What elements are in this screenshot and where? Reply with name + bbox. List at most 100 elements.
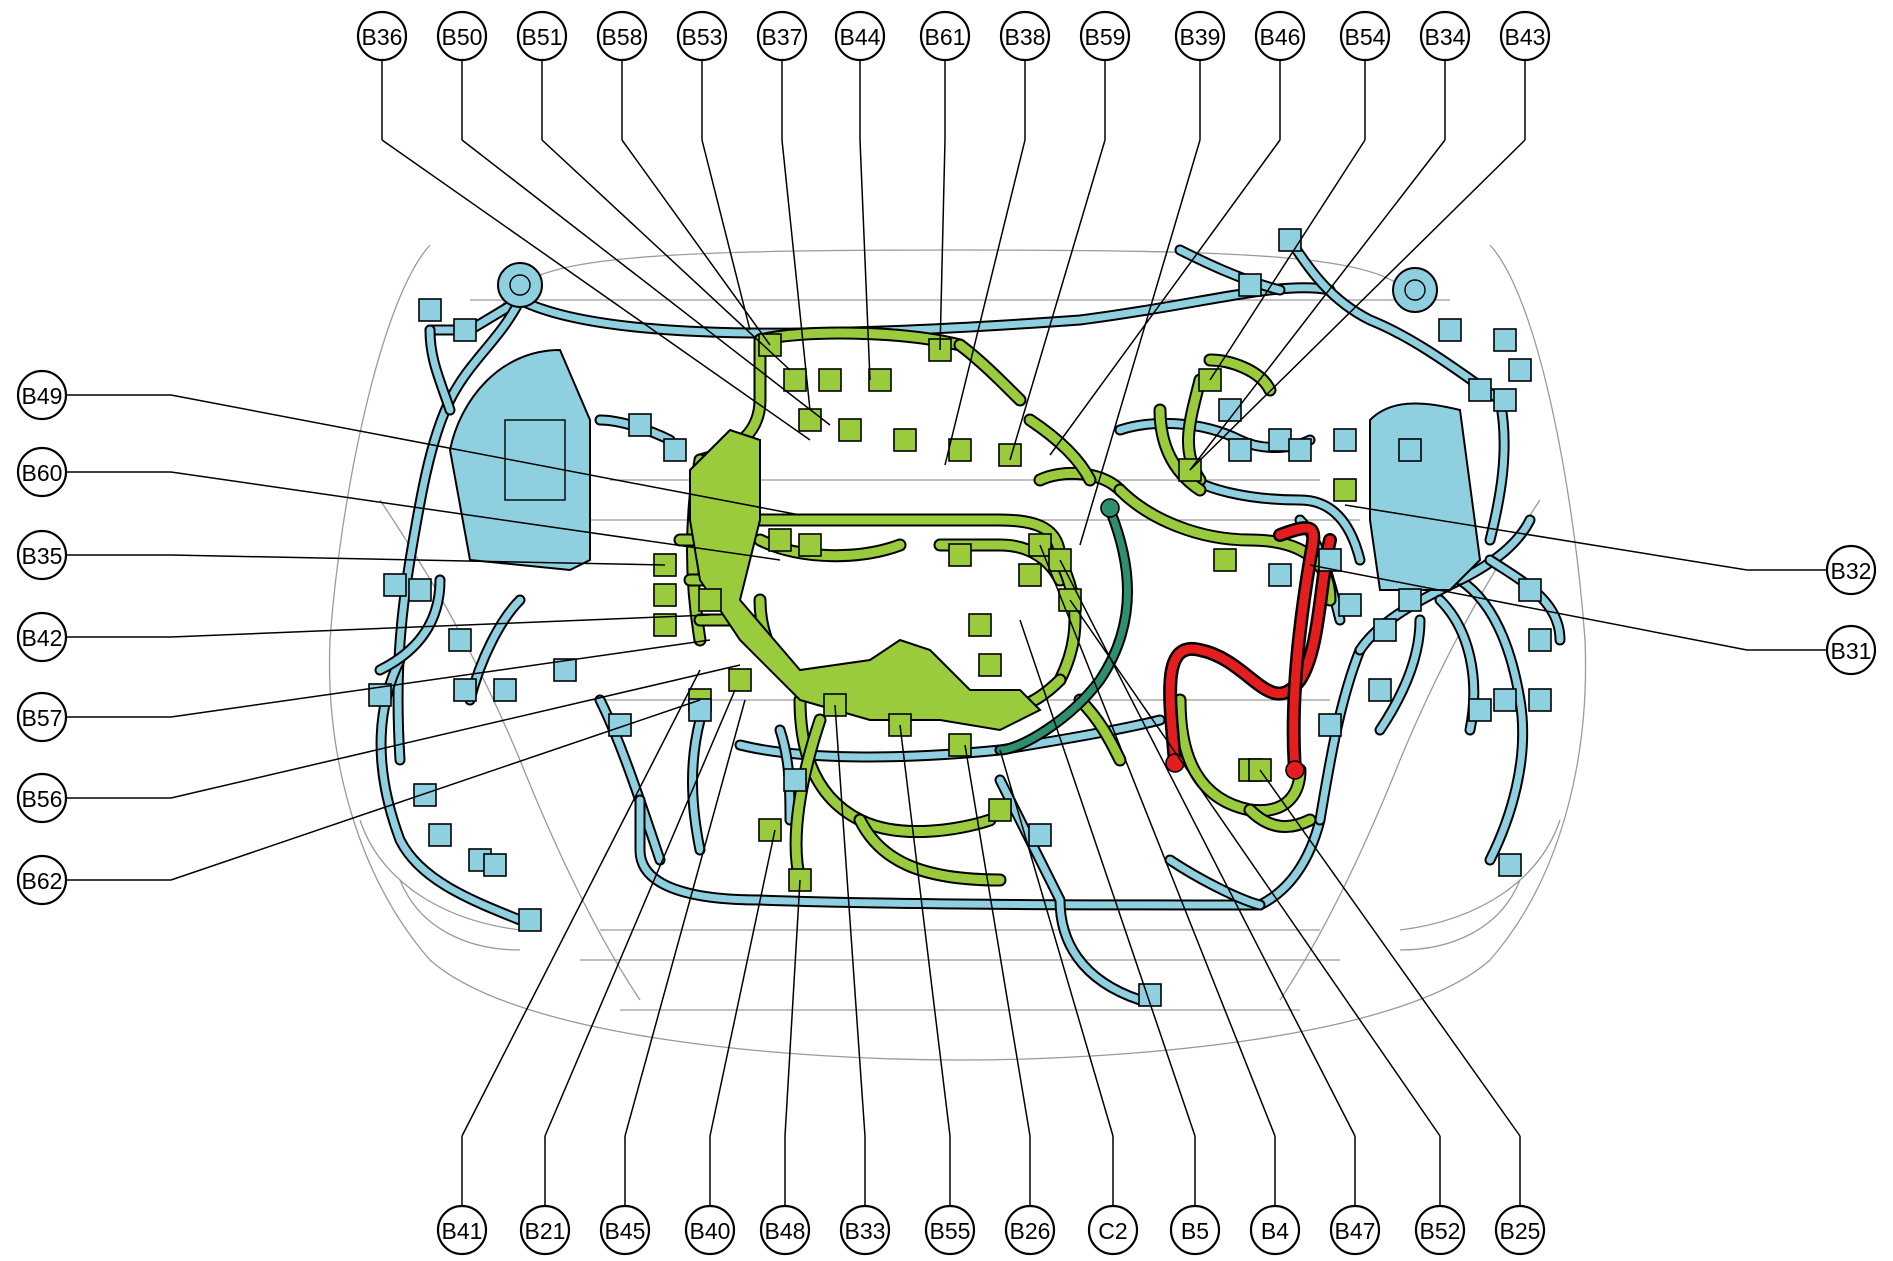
callout: B40 [684, 1204, 736, 1256]
callout-label: B25 [1500, 1218, 1541, 1244]
body-connector [1398, 438, 1422, 462]
engine-connector [948, 543, 972, 567]
body-connector [1318, 548, 1342, 572]
callout-circle [1414, 1204, 1466, 1256]
engine-connector [1333, 478, 1357, 502]
leader-line [170, 699, 701, 881]
callout: B47 [1329, 1204, 1381, 1256]
callout-circle [16, 772, 68, 824]
intake-assembly [689, 428, 1042, 732]
body-connector [1338, 593, 1362, 617]
callout-circle [599, 1204, 651, 1256]
leader-line [170, 664, 741, 799]
body-connector [1493, 328, 1517, 352]
body-connector [1268, 428, 1292, 452]
callout: B4 [1249, 1204, 1301, 1256]
callout-circle [1419, 10, 1471, 62]
leader-line [1049, 139, 1281, 456]
callout: B37 [756, 10, 808, 62]
callout-label: B33 [845, 1218, 886, 1244]
callout-circle [756, 10, 808, 62]
leader-line [1189, 139, 1446, 471]
callout: B46 [1254, 10, 1306, 62]
callout: B35 [16, 529, 68, 581]
engine-connector [1213, 548, 1237, 572]
callout: B25 [1494, 1204, 1546, 1256]
callout: B45 [599, 1204, 651, 1256]
callout-label: C2 [1098, 1218, 1127, 1244]
callout-circle [839, 1204, 891, 1256]
callout-label: B5 [1181, 1218, 1209, 1244]
relay-box-left [448, 262, 591, 572]
body-connector [663, 438, 687, 462]
engine-connector [758, 818, 782, 842]
leader-line [1189, 139, 1526, 471]
body-connector [1138, 983, 1162, 1007]
callout-circle [16, 369, 68, 421]
leader-lines [66, 60, 1827, 1206]
body-connector [1493, 388, 1517, 412]
body-connector [1028, 823, 1052, 847]
ground-terminal [1100, 498, 1120, 518]
callout-label: B35 [22, 543, 63, 569]
callout: B42 [16, 611, 68, 663]
leader-line [1079, 139, 1201, 546]
callout-circle [919, 10, 971, 62]
leader-line [834, 704, 866, 1137]
callout: B31 [1825, 624, 1877, 676]
callout-label: B51 [522, 24, 563, 50]
body-connector [688, 698, 712, 722]
callout-circle [1087, 1204, 1139, 1256]
body-connector [1528, 688, 1552, 712]
callout-label: B50 [442, 24, 483, 50]
body-connector [518, 908, 542, 932]
body-connector [1318, 713, 1342, 737]
callout-label: B57 [22, 705, 63, 731]
callout-circle [1825, 544, 1877, 596]
engine-connector [998, 443, 1022, 467]
leader-line [899, 724, 951, 1137]
leader-line [621, 139, 771, 346]
callout: B43 [1499, 10, 1551, 62]
callout-label: B48 [765, 1218, 806, 1244]
leader-line [1309, 564, 1748, 651]
callout: B39 [1174, 10, 1226, 62]
callout-label: B55 [930, 1218, 971, 1244]
callout: B41 [436, 1204, 488, 1256]
body-connector [1468, 378, 1492, 402]
body-connector [1528, 628, 1552, 652]
callout-label: B59 [1085, 24, 1126, 50]
engine-connector [868, 368, 892, 392]
leader-line [381, 139, 811, 441]
callout-label: B41 [442, 1218, 483, 1244]
callout-label: B52 [1420, 1218, 1461, 1244]
callout-circle [436, 10, 488, 62]
callout-label: B54 [1345, 24, 1386, 50]
body-connector [1493, 688, 1517, 712]
leader-line [1019, 619, 1196, 1137]
engine-connector [1018, 563, 1042, 587]
leader-line [1069, 599, 1441, 1137]
engine-connector [988, 798, 1012, 822]
body-connector [1278, 228, 1302, 252]
body-connector [1398, 588, 1422, 612]
body-connector [1238, 273, 1262, 297]
leader-line [170, 471, 781, 561]
body-connector [1218, 398, 1242, 422]
engine-connector [798, 533, 822, 557]
callout: B61 [919, 10, 971, 62]
callout-label: B53 [682, 24, 723, 50]
callout: B38 [999, 10, 1051, 62]
callout-circle [519, 1204, 571, 1256]
leader-line [544, 689, 736, 1137]
engine-connector [728, 668, 752, 692]
callout: B5 [1169, 1204, 1221, 1256]
callout-circle [596, 10, 648, 62]
engine-connector [978, 653, 1002, 677]
leader-line [624, 699, 746, 1137]
leader-line [541, 139, 791, 371]
callout: B34 [1419, 10, 1471, 62]
body-connector [1268, 563, 1292, 587]
body-connector [1508, 358, 1532, 382]
